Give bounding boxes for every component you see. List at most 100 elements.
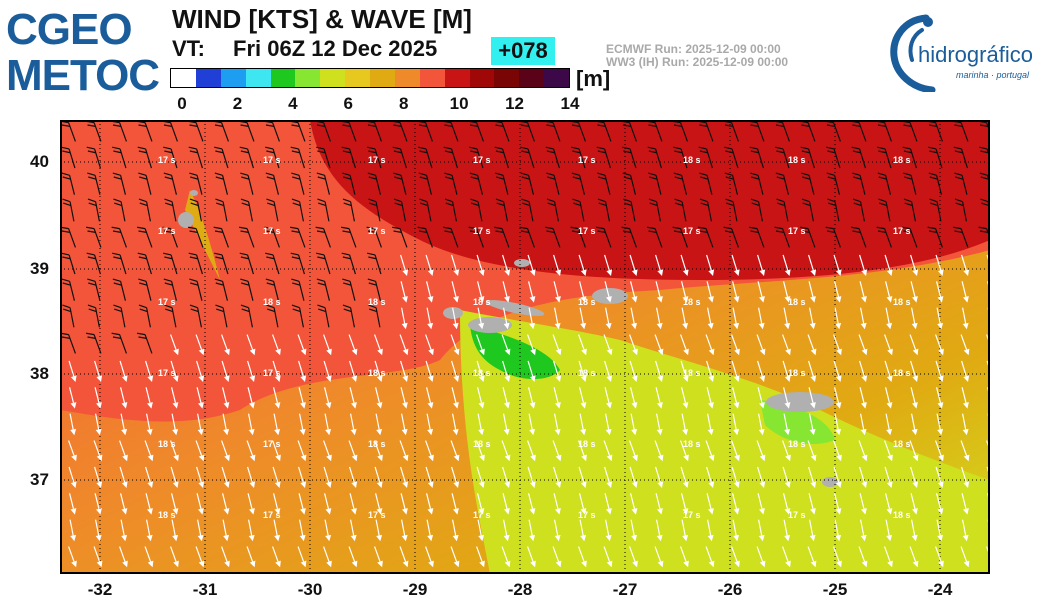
wind-barb [579,413,587,436]
wind-barb [61,252,76,275]
wind-barb [936,413,944,436]
latitude-tick-label: 40 [30,152,49,171]
wind-barb [239,226,255,248]
latitude-tick-label: 37 [30,470,49,489]
wind-barb [809,307,816,330]
wind-barb [138,278,152,301]
wave-period-label: 18 s [368,297,386,307]
wind-barb [826,146,841,169]
wind-barb [61,278,76,301]
wind-barb [401,519,408,542]
wind-barb [68,360,77,382]
wind-barb [374,466,383,488]
wind-barb [61,146,76,169]
wind-barb [579,307,587,330]
wind-barb [323,440,332,462]
wind-barb [323,387,332,409]
wind-barb [885,519,893,542]
wind-barb [503,307,510,330]
wind-barb [910,360,919,382]
colorbar-segment [494,69,520,87]
wind-barb [705,334,715,356]
colorbar-segment [345,69,370,87]
wind-barb [521,198,534,222]
wind-barb [111,332,127,354]
wind-barb [240,304,253,328]
wind-barb [451,387,459,409]
wind-barb [554,413,561,436]
wind-barb [95,519,102,542]
wave-period-label: 17 s [473,226,491,236]
wind-barb [680,387,689,409]
wind-barb [342,304,355,328]
wind-barb [112,146,127,169]
wind-barb [706,466,715,488]
logo-left-line2: METOC [6,51,160,100]
wind-barb [476,281,485,303]
wind-barb [196,387,204,409]
wave-period-label: 18 s [788,155,806,165]
wind-barb [163,252,178,275]
wind-barb [699,172,713,195]
wind-barb [782,360,791,382]
wind-barb [757,387,765,409]
island-faial [443,307,463,319]
wind-barb [954,198,967,222]
wind-barb [860,307,867,330]
wind-barb [604,360,613,382]
wind-barb [502,466,511,488]
wind-barb [247,493,255,515]
wind-barb [782,440,791,462]
wind-barb [197,519,204,542]
wind-barb [137,252,152,275]
wind-barb [884,254,893,276]
wind-barb [655,254,664,276]
wind-barb [878,198,891,222]
wind-barb [546,172,560,195]
wind-barb [552,546,562,568]
wind-barb [392,226,408,248]
wind-barb [265,278,280,301]
wind-barb [877,172,892,195]
wind-barb [807,440,817,462]
wind-barb [825,226,841,248]
wind-barb [452,413,459,436]
wind-barb [833,493,842,515]
wind-barb [163,172,178,195]
wind-barb [265,172,280,195]
wind-barb [476,493,485,515]
wind-barb [291,172,305,195]
wind-barb [399,546,409,568]
wind-barb [552,440,562,462]
wind-barb [705,546,715,568]
wind-barb [350,413,357,436]
wind-barb [749,226,765,248]
wind-barb [859,387,867,409]
island-terceira [592,288,628,304]
wind-barb [144,546,154,568]
wind-barb [374,546,383,568]
wind-barb [94,360,103,382]
wave-period-label: 18 s [893,155,911,165]
wind-barb [452,519,459,542]
wave-period-label: 17 s [578,510,596,520]
wind-barb [756,440,766,462]
wave-period-label: 17 s [368,226,386,236]
wind-barb [757,281,765,303]
wave-period-label: 17 s [263,439,281,449]
wind-barb [960,546,970,568]
wind-barb [758,413,765,436]
wind-barb [807,546,817,568]
wind-barb [316,278,331,301]
wind-barb [629,360,638,382]
wind-barb [782,466,791,488]
wind-barb [655,466,664,488]
wind-barb [680,440,689,462]
wind-barb [425,546,434,568]
wind-barb [290,226,306,248]
hidrografico-subtitle: marinha · portugal [956,70,1030,80]
wind-barb [246,334,256,356]
wind-barb [756,334,766,356]
wind-barb [731,440,740,462]
wind-barb [272,387,281,409]
